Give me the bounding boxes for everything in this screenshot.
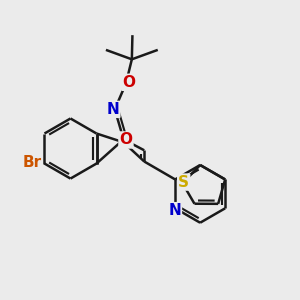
Text: S: S bbox=[178, 175, 189, 190]
Text: O: O bbox=[119, 133, 133, 148]
Text: N: N bbox=[168, 203, 181, 218]
Text: O: O bbox=[122, 75, 135, 90]
Text: Br: Br bbox=[22, 155, 42, 170]
Text: N: N bbox=[106, 102, 119, 117]
